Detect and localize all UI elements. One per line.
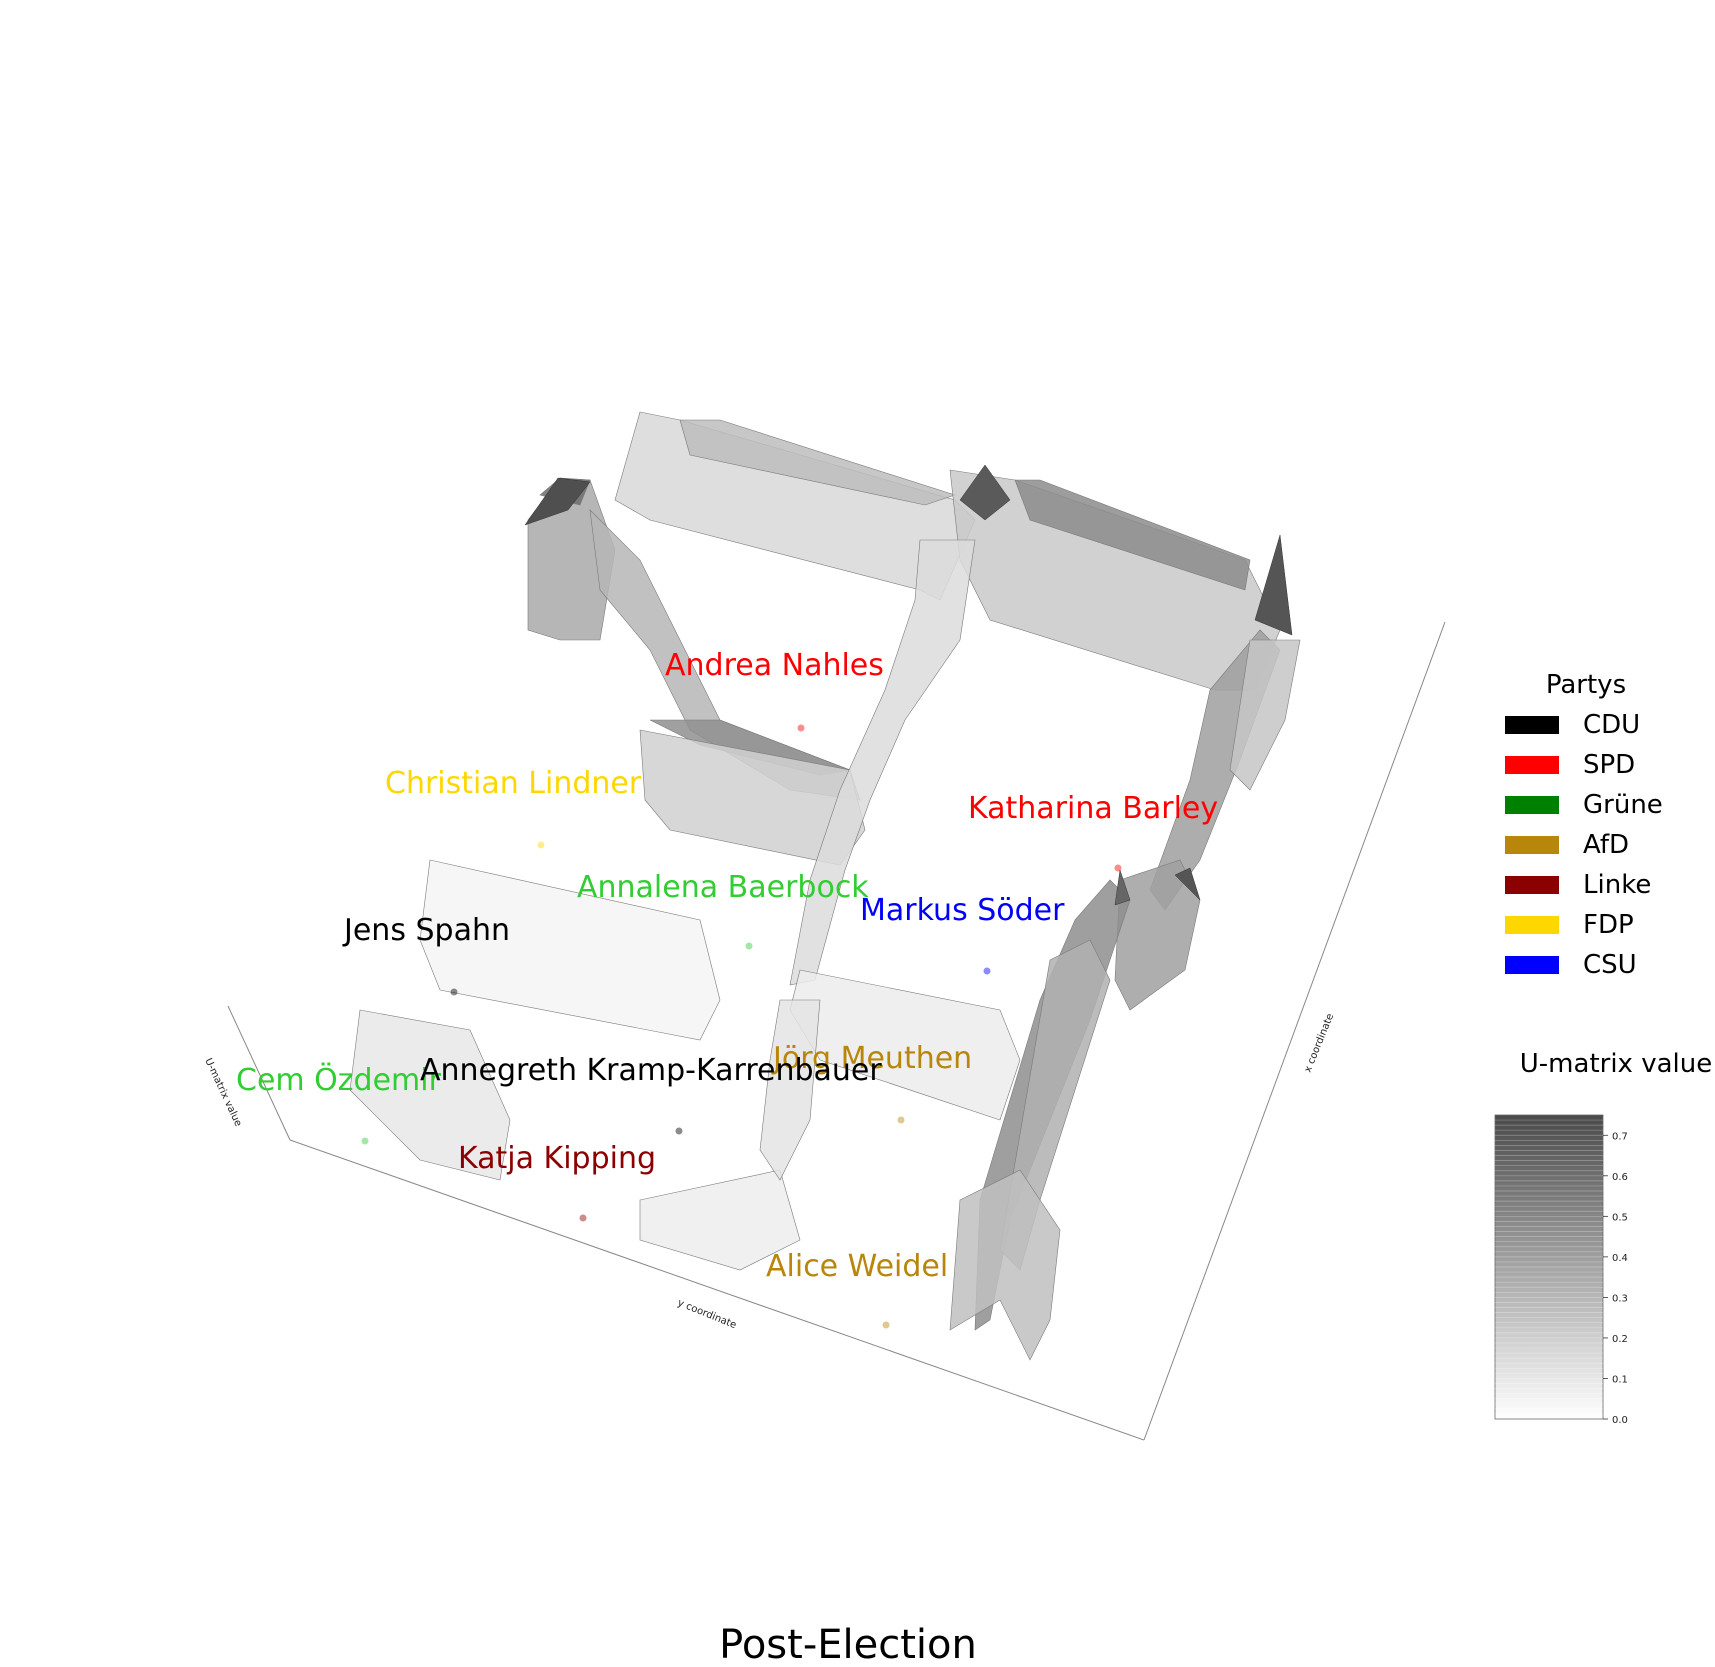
- colorbar-tick-label: 0.0: [1612, 1415, 1628, 1426]
- colorbar-tick-label: 0.6: [1612, 1172, 1628, 1183]
- candidate-point: [983, 967, 991, 975]
- legend-label: CSU: [1583, 950, 1637, 980]
- candidate-point: [1114, 864, 1122, 872]
- candidate-label: Annegreth Kramp-Karrenbauer: [420, 1053, 882, 1088]
- surface-facet: [759, 999, 821, 1181]
- surface-peak: [1114, 869, 1131, 906]
- candidate-point: [675, 1127, 683, 1135]
- legend-swatch: [1505, 916, 1559, 934]
- legend-label: AfD: [1583, 830, 1629, 860]
- legend-swatch: [1505, 796, 1559, 814]
- y-axis-line: [289, 1139, 1145, 1441]
- colorbar-tick-label: 0.4: [1612, 1253, 1628, 1264]
- candidate-point: [537, 841, 545, 849]
- surface-facet: [949, 1169, 1061, 1361]
- legend-label: CDU: [1583, 710, 1640, 740]
- surface-facet: [639, 1169, 801, 1271]
- legend-swatch: [1505, 956, 1559, 974]
- points-layer: [361, 724, 1122, 1329]
- legend-swatch: [1505, 716, 1559, 734]
- colorbar-bands: [1495, 1119, 1603, 1415]
- candidate-label: Markus Söder: [860, 893, 1065, 928]
- colorbar-tick-label: 0.1: [1612, 1374, 1628, 1385]
- colorbar: U-matrix value 0.0 0.1 0.2 0.3 0.4 0.5 0.6 0.7: [1494, 1049, 1712, 1426]
- surface-facet: [1114, 859, 1201, 1011]
- candidate-label: Alice Weidel: [766, 1249, 948, 1284]
- surface-peak: [1254, 534, 1293, 636]
- candidate-label: Andrea Nahles: [665, 648, 884, 683]
- colorbar-title: U-matrix value: [1520, 1049, 1712, 1079]
- z-axis-line: [227, 1005, 291, 1141]
- surface-peak: [1174, 867, 1201, 901]
- surface-peak: [959, 464, 1011, 521]
- legend-swatch: [1505, 836, 1559, 854]
- legend-title: Partys: [1546, 670, 1626, 700]
- chart-title: Post-Election: [719, 1622, 977, 1663]
- legend-label: FDP: [1583, 910, 1634, 940]
- y-axis-label: y coordinate: [676, 1298, 738, 1332]
- candidate-label: Jörg Meuthen: [771, 1041, 972, 1076]
- candidate-point: [897, 1116, 905, 1124]
- surface-facet: [1229, 639, 1301, 791]
- candidate-point: [579, 1214, 587, 1222]
- surface-facet: [349, 1009, 511, 1181]
- colorbar-gradient: [1494, 1114, 1604, 1420]
- colorbar-ticks: 0.0 0.1 0.2 0.3 0.4 0.5 0.6 0.7: [1603, 1131, 1628, 1426]
- candidate-label: Katja Kipping: [458, 1141, 656, 1176]
- legend: Partys CDU SPD Grüne AfD Linke FDP CSU: [1505, 670, 1663, 980]
- legend-label: Linke: [1583, 870, 1651, 900]
- candidate-point: [361, 1137, 369, 1145]
- surface-facet: [419, 859, 721, 1041]
- colorbar-tick-label: 0.2: [1612, 1334, 1628, 1345]
- candidate-label: Cem Özdemir: [236, 1062, 442, 1098]
- legend-swatch: [1505, 756, 1559, 774]
- candidate-label: Katharina Barley: [968, 791, 1218, 826]
- candidate-label: Christian Lindner: [385, 766, 642, 801]
- legend-label: SPD: [1583, 750, 1635, 780]
- x-axis-label: x coordinate: [1303, 1012, 1337, 1074]
- colorbar-tick-label: 0.7: [1612, 1131, 1628, 1142]
- candidate-point: [882, 1321, 890, 1329]
- surface-peak: [524, 477, 591, 526]
- candidate-point: [745, 942, 753, 950]
- candidate-point: [797, 724, 805, 732]
- candidate-label: Jens Spahn: [342, 913, 510, 948]
- legend-label: Grüne: [1583, 790, 1663, 820]
- u-matrix-surface: [349, 411, 1301, 1361]
- candidate-point: [450, 988, 458, 996]
- surface-facet: [679, 419, 956, 506]
- candidate-label: Annalena Baerbock: [577, 870, 869, 905]
- legend-items: CDU SPD Grüne AfD Linke FDP CSU: [1505, 710, 1663, 980]
- labels-layer: Andrea Nahles Christian Lindner Katharina …: [236, 648, 1218, 1284]
- surface-facet: [1014, 479, 1251, 591]
- colorbar-tick-label: 0.3: [1612, 1293, 1628, 1304]
- colorbar-tick-label: 0.5: [1612, 1212, 1628, 1223]
- legend-swatch: [1505, 876, 1559, 894]
- x-axis-line: [1143, 621, 1446, 1441]
- axes-frame: [227, 621, 1446, 1441]
